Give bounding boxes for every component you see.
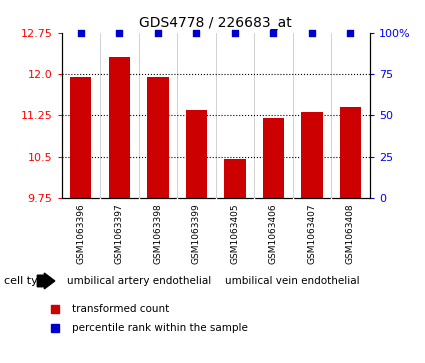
Point <box>193 30 200 36</box>
Bar <box>224 159 246 198</box>
Point <box>116 30 123 36</box>
Point <box>309 30 315 36</box>
Text: GSM1063406: GSM1063406 <box>269 203 278 264</box>
Text: umbilical artery endothelial: umbilical artery endothelial <box>67 276 211 286</box>
Point <box>347 30 354 36</box>
Text: GSM1063398: GSM1063398 <box>153 203 162 264</box>
Text: GSM1063397: GSM1063397 <box>115 203 124 264</box>
Text: GSM1063399: GSM1063399 <box>192 203 201 264</box>
Text: umbilical vein endothelial: umbilical vein endothelial <box>225 276 360 286</box>
Bar <box>301 113 323 198</box>
Bar <box>147 77 168 198</box>
Point <box>232 30 238 36</box>
Bar <box>70 77 91 198</box>
Text: GSM1063407: GSM1063407 <box>307 203 317 264</box>
Text: percentile rank within the sample: percentile rank within the sample <box>72 323 248 333</box>
Text: GSM1063396: GSM1063396 <box>76 203 85 264</box>
Bar <box>340 107 361 198</box>
Point <box>155 30 162 36</box>
FancyArrow shape <box>37 273 55 289</box>
Text: GSM1063405: GSM1063405 <box>230 203 239 264</box>
Title: GDS4778 / 226683_at: GDS4778 / 226683_at <box>139 16 292 30</box>
Point <box>77 30 84 36</box>
Text: transformed count: transformed count <box>72 304 170 314</box>
Bar <box>186 110 207 198</box>
Point <box>270 30 277 36</box>
Text: GSM1063408: GSM1063408 <box>346 203 355 264</box>
Text: cell type: cell type <box>4 276 52 286</box>
Bar <box>109 57 130 198</box>
Bar <box>263 118 284 198</box>
